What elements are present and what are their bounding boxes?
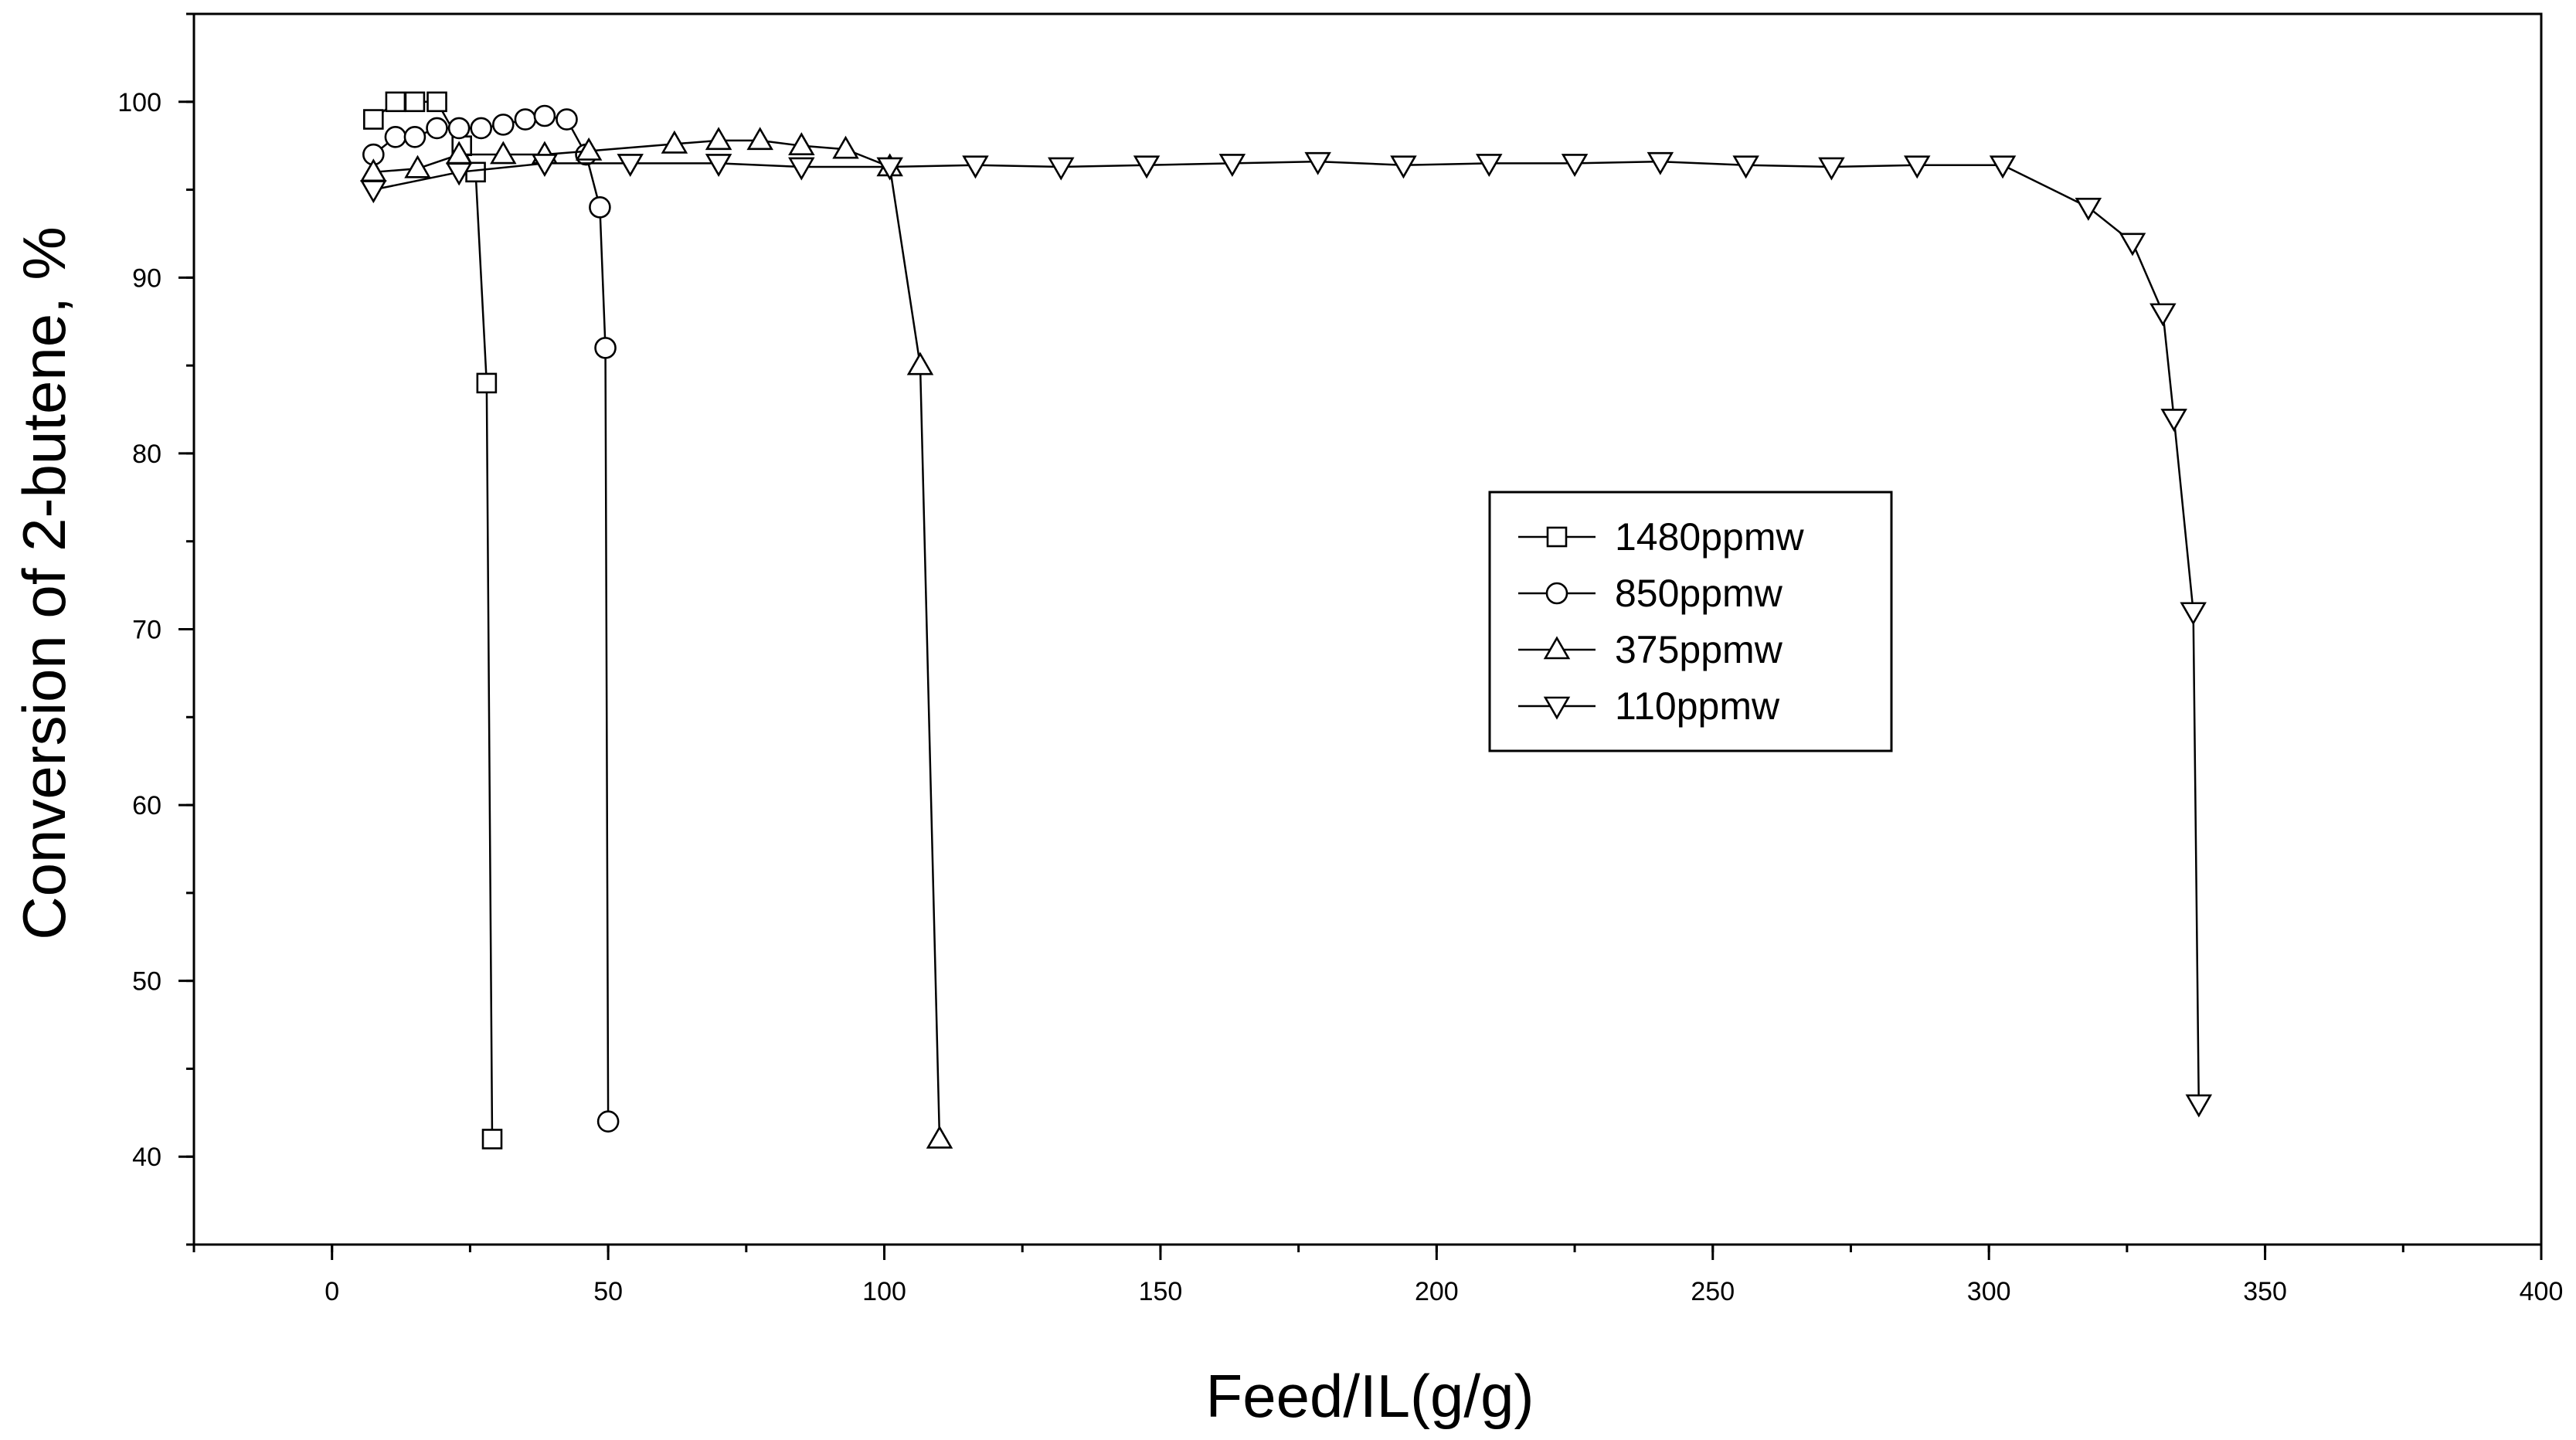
data-point — [363, 109, 384, 130]
data-point — [1561, 154, 1589, 178]
data-point — [788, 132, 815, 155]
data-point — [476, 372, 498, 394]
data-point — [2160, 409, 2187, 433]
x-tick-label: 50 — [593, 1277, 623, 1306]
data-point — [2075, 198, 2102, 221]
data-point — [746, 127, 773, 151]
legend-entry: 375ppmw — [1518, 628, 1783, 671]
data-point — [426, 117, 448, 140]
data-point — [384, 126, 407, 148]
axes-layer: 0 50 100 150 200 250 300 350 400 40 50 60 70 80 90 100 — [117, 12, 2564, 1306]
data-point — [445, 162, 473, 186]
data-point — [876, 157, 903, 181]
series-850ppmw — [362, 104, 620, 1133]
x-tick-label: 300 — [1967, 1277, 2011, 1306]
data-point — [1390, 155, 1417, 179]
data-point — [1903, 155, 1931, 179]
data-point — [589, 196, 611, 219]
y-tick-label: 100 — [117, 88, 161, 117]
data-point — [705, 154, 732, 178]
data-point — [533, 104, 556, 127]
legend-label: 850ppmw — [1615, 572, 1783, 615]
data-point — [906, 352, 934, 375]
data-point — [490, 141, 517, 165]
data-point — [1647, 151, 1674, 175]
legend-entry: 110ppmw — [1518, 684, 1780, 728]
data-point — [1989, 155, 2017, 179]
series-layer — [360, 91, 2213, 1150]
data-point — [926, 1125, 953, 1149]
data-point — [2149, 303, 2177, 327]
x-tick-label: 0 — [325, 1277, 339, 1306]
legend-label: 375ppmw — [1615, 628, 1783, 671]
data-point — [788, 157, 815, 181]
legend-entry: 1480ppmw — [1518, 515, 1804, 559]
data-point — [404, 91, 426, 113]
x-tick-label: 400 — [2520, 1277, 2564, 1306]
data-point — [705, 127, 732, 151]
data-point — [2180, 602, 2207, 626]
legend-label: 1480ppmw — [1615, 515, 1804, 559]
labels-layer: Feed/IL(g/g) Conversion of 2-butene, % — [10, 226, 1534, 1430]
legend-marker-triangle-down — [1543, 696, 1571, 720]
data-point — [832, 135, 859, 159]
data-point — [556, 108, 578, 131]
legend-marker-circle — [1545, 582, 1568, 605]
y-tick-label: 80 — [132, 440, 161, 469]
data-point — [514, 108, 537, 131]
data-point — [2119, 233, 2146, 256]
data-point — [470, 117, 493, 140]
data-point — [575, 137, 603, 161]
data-point — [492, 114, 515, 136]
data-point — [1304, 151, 1331, 175]
x-tick-label: 200 — [1415, 1277, 1459, 1306]
x-tick-label: 350 — [2243, 1277, 2287, 1306]
legend-entry: 850ppmw — [1518, 572, 1783, 615]
data-point — [403, 126, 427, 148]
data-point — [1048, 157, 1075, 181]
y-tick-label: 70 — [132, 616, 161, 645]
data-point — [385, 91, 406, 113]
legend-marker-square — [1546, 526, 1568, 548]
x-tick-label: 250 — [1691, 1277, 1735, 1306]
y-tick-label: 50 — [132, 967, 161, 997]
legend-label: 110ppmw — [1615, 684, 1780, 728]
data-point — [596, 1110, 620, 1133]
data-point — [1476, 154, 1503, 178]
data-point — [404, 155, 431, 178]
y-tick-label: 40 — [132, 1143, 161, 1172]
data-point — [1218, 154, 1246, 178]
x-tick-label: 150 — [1139, 1277, 1183, 1306]
x-axis-title: Feed/IL(g/g) — [1206, 1362, 1534, 1430]
data-point — [594, 337, 617, 359]
legend: 1480ppmw 850ppmw 375ppmw 110ppmw — [1488, 491, 1893, 752]
x-tick-label: 100 — [862, 1277, 906, 1306]
data-point — [427, 91, 447, 113]
data-point — [531, 154, 559, 178]
data-point — [447, 117, 471, 140]
y-tick-label: 60 — [132, 791, 161, 820]
data-point — [1732, 155, 1759, 179]
data-point — [481, 1129, 503, 1150]
data-point — [1818, 157, 1845, 181]
y-axis-title: Conversion of 2-butene, % — [10, 226, 78, 940]
y-tick-label: 90 — [132, 263, 161, 293]
series-110ppmw — [360, 151, 2213, 1118]
data-point — [962, 155, 989, 179]
data-point — [360, 180, 387, 204]
data-point — [2185, 1094, 2213, 1118]
data-point — [1133, 155, 1161, 179]
data-point — [617, 154, 644, 178]
legend-marker-triangle-up — [1543, 636, 1571, 660]
data-point — [661, 130, 688, 154]
